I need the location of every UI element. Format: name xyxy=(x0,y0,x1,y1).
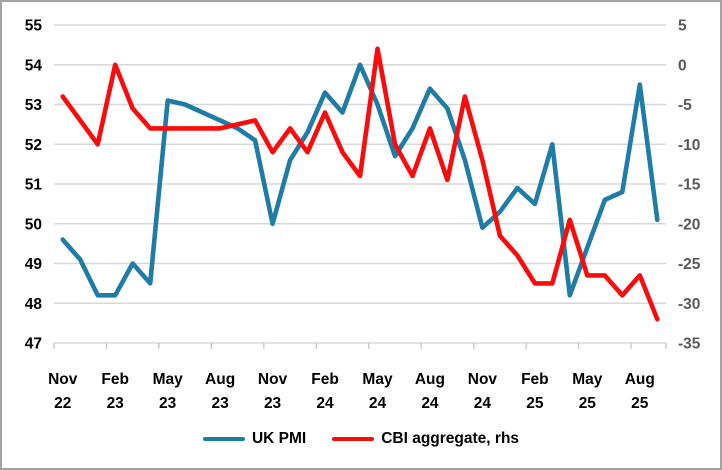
x-axis-label-month: Nov xyxy=(48,371,78,388)
y-axis-right-label: -10 xyxy=(678,137,700,154)
cbi-aggregate-line xyxy=(60,46,660,322)
y-axis-right-label: -25 xyxy=(678,256,701,273)
x-axis-label-month: Aug xyxy=(625,371,655,388)
y-axis-left-label: 48 xyxy=(25,296,43,313)
x-axis-label-month: Nov xyxy=(258,371,288,388)
y-axis-left-label: 51 xyxy=(25,177,43,194)
y-axis-right-label: -5 xyxy=(678,97,692,114)
y-axis-right-labels: 5 0 -5 -10 -15 -20 -25 -30 -35 xyxy=(678,18,701,353)
y-axis-left-labels: 55 54 53 52 51 50 49 48 47 xyxy=(25,18,43,353)
y-axis-right-label: -15 xyxy=(678,177,701,194)
x-axis-label-month: Nov xyxy=(468,371,498,388)
legend: UK PMI CBI aggregate, rhs xyxy=(2,430,720,448)
x-axis-label-month: May xyxy=(153,371,184,388)
y-axis-left-label: 52 xyxy=(25,137,42,154)
x-axis-label-month: Feb xyxy=(101,371,129,388)
y-axis-left-label: 55 xyxy=(25,18,43,35)
legend-item-cbi: CBI aggregate, rhs xyxy=(332,430,519,448)
x-axis-label-year: 23 xyxy=(211,395,229,412)
y-axis-right-label: -35 xyxy=(678,336,701,353)
x-axis-label-year: 23 xyxy=(107,395,125,412)
legend-label-cbi: CBI aggregate, rhs xyxy=(381,430,520,447)
y-axis-left-label: 47 xyxy=(25,336,42,353)
x-axis-label-year: 25 xyxy=(631,395,649,412)
gridlines xyxy=(54,24,666,344)
y-axis-right-label: 0 xyxy=(678,57,687,74)
x-axis-label-month: Feb xyxy=(311,371,339,388)
x-axis-label-year: 24 xyxy=(316,395,334,412)
x-axis-label-year: 25 xyxy=(579,395,597,412)
x-axis-label-year: 25 xyxy=(526,395,544,412)
x-axis-label-year: 23 xyxy=(159,395,177,412)
legend-item-uk-pmi: UK PMI xyxy=(202,430,307,448)
uk-pmi-line xyxy=(60,62,660,298)
x-axis-label-month: Feb xyxy=(521,371,549,388)
x-axis-ticks xyxy=(53,343,667,349)
x-axis-label-year: 24 xyxy=(369,395,387,412)
x-axis-label-month: May xyxy=(572,371,603,388)
x-axis-label-year: 24 xyxy=(474,395,492,412)
y-axis-right-label: -20 xyxy=(678,216,700,233)
x-axis-label-year: 22 xyxy=(54,395,71,412)
x-axis-label-month: Aug xyxy=(415,371,445,388)
y-axis-right-label: 5 xyxy=(678,18,687,35)
legend-swatch-uk-pmi xyxy=(202,436,245,442)
legend-label-uk-pmi: UK PMI xyxy=(251,430,307,447)
x-axis-labels: Nov 22 Feb 23 May 23 Aug 23 Nov 23 Feb 24 May 24 Aug 24… xyxy=(48,371,655,412)
y-axis-left-label: 54 xyxy=(25,57,43,74)
x-axis-label-month: Aug xyxy=(205,371,235,388)
legend-swatch-cbi xyxy=(332,436,375,442)
y-axis-left-label: 50 xyxy=(25,216,42,233)
x-axis-label-month: May xyxy=(362,371,393,388)
y-axis-right-label: -30 xyxy=(678,296,700,313)
x-axis-label-year: 23 xyxy=(264,395,282,412)
y-axis-left-label: 53 xyxy=(25,97,43,114)
y-axis-left-label: 49 xyxy=(25,256,43,273)
x-axis-label-year: 24 xyxy=(421,395,439,412)
